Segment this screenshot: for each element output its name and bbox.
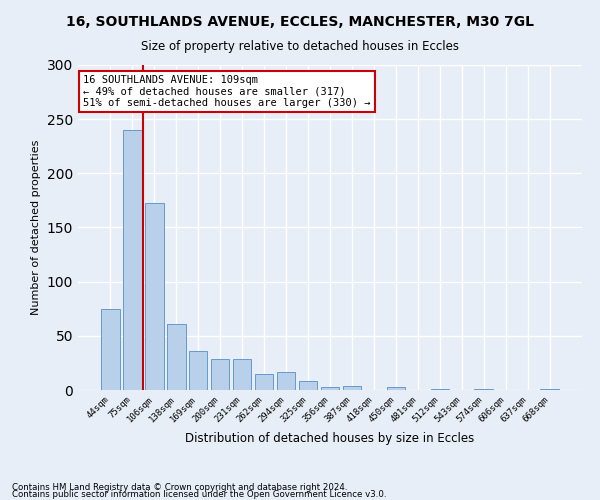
Text: 16 SOUTHLANDS AVENUE: 109sqm
← 49% of detached houses are smaller (317)
51% of s: 16 SOUTHLANDS AVENUE: 109sqm ← 49% of de… <box>83 74 371 108</box>
Bar <box>211 358 229 390</box>
Bar <box>431 389 449 390</box>
Bar <box>299 382 317 390</box>
Text: Size of property relative to detached houses in Eccles: Size of property relative to detached ho… <box>141 40 459 53</box>
Text: Contains HM Land Registry data © Crown copyright and database right 2024.: Contains HM Land Registry data © Crown c… <box>12 484 347 492</box>
Bar <box>167 324 185 390</box>
Text: 16, SOUTHLANDS AVENUE, ECCLES, MANCHESTER, M30 7GL: 16, SOUTHLANDS AVENUE, ECCLES, MANCHESTE… <box>66 15 534 29</box>
Bar <box>541 389 559 390</box>
X-axis label: Distribution of detached houses by size in Eccles: Distribution of detached houses by size … <box>185 432 475 446</box>
Bar <box>101 308 119 390</box>
Bar <box>386 387 405 390</box>
Bar <box>277 372 295 390</box>
Bar <box>343 386 361 390</box>
Bar <box>255 374 274 390</box>
Bar <box>189 351 208 390</box>
Bar <box>123 130 142 390</box>
Bar <box>233 358 251 390</box>
Bar <box>145 202 164 390</box>
Text: Contains public sector information licensed under the Open Government Licence v3: Contains public sector information licen… <box>12 490 386 499</box>
Bar <box>475 389 493 390</box>
Y-axis label: Number of detached properties: Number of detached properties <box>31 140 41 315</box>
Bar <box>320 387 340 390</box>
